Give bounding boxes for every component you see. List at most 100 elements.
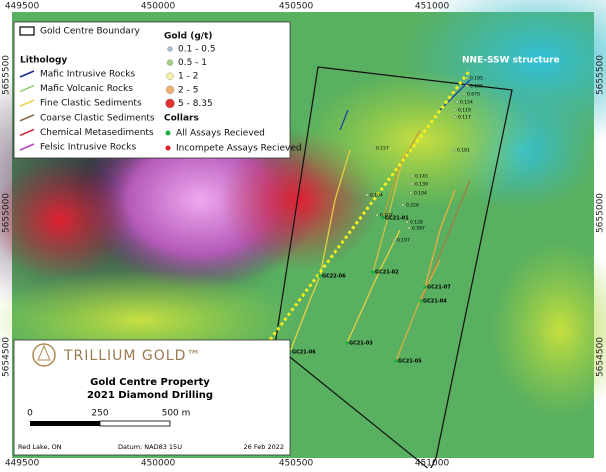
gold-symbol: [165, 98, 175, 109]
assay-point: [452, 148, 456, 152]
assay-label: 0.104: [414, 191, 427, 197]
gold-label: 1 - 2: [178, 72, 198, 82]
lithology-symbol: [19, 143, 35, 151]
assay-label: 0.197: [397, 238, 410, 244]
property-boundary: [274, 66, 513, 471]
assay-point: [453, 115, 457, 119]
lithology-title: Lithology: [20, 56, 67, 66]
gold-symbol: [165, 85, 175, 95]
coord-top: 451000: [415, 2, 450, 12]
lithology-label: Fine Clastic Sediments: [40, 99, 142, 109]
coord-top: 450000: [141, 2, 176, 12]
coord-top: 450500: [279, 2, 314, 12]
coord-bottom: 450000: [141, 459, 176, 469]
gold-title: Gold (g/t): [164, 32, 213, 42]
collar-symbol: [165, 130, 171, 136]
gold-label: 5 - 8.35: [178, 99, 213, 109]
footer: 26 Feb 2022: [244, 443, 284, 451]
assay-label: 0.119: [458, 108, 471, 114]
lithology-symbol: [19, 128, 35, 137]
assay-label: 0.108: [470, 84, 483, 90]
coord-bottom: 451000: [415, 459, 450, 469]
boundary-symbol: [19, 26, 35, 36]
hole-label: GC21-04: [423, 299, 447, 305]
assay-point: [371, 146, 375, 150]
lithology-label: Coarse Clastic Sediments: [40, 113, 155, 123]
gold-label: 0.5 - 1: [178, 58, 207, 68]
assay-label: 0.139: [415, 182, 428, 188]
assay-label: 0.117: [458, 115, 471, 121]
collar-label: All Assays Recieved: [176, 129, 265, 139]
coord-left: 5654500: [2, 337, 12, 377]
assay-point: [462, 92, 466, 96]
assay-label: 0.195: [470, 76, 483, 82]
gold-label: 2 - 5: [178, 85, 198, 95]
assay-label: 0.128: [410, 220, 423, 226]
coord-bottom: 449500: [5, 459, 40, 469]
collar-label: Incompete Assays Recieved: [176, 144, 302, 154]
assay-point: [392, 238, 396, 242]
assay-point: [453, 108, 457, 112]
assay-label: 0.143: [415, 174, 428, 180]
logo-icon: [37, 344, 51, 361]
assay-point: [465, 76, 469, 80]
collar: [371, 270, 375, 274]
assay-label: 0.587: [412, 226, 425, 232]
hole-label: GC21-05: [398, 359, 422, 365]
collar: [345, 341, 349, 345]
collar: [423, 285, 427, 289]
collar: [318, 274, 322, 278]
drill-traces: [289, 79, 471, 362]
gold-label: 0.1 - 0.5: [178, 45, 216, 55]
footer: Datum: NAD83 15U: [118, 443, 182, 451]
assay-point: [455, 100, 459, 104]
lithology-symbol: [19, 99, 35, 107]
assay-point: [409, 191, 413, 195]
structure-label: NNE-SSW structure: [462, 56, 560, 66]
collar-symbol: [165, 145, 171, 151]
lithology-symbol: [19, 84, 35, 93]
title: Gold Centre Property: [90, 377, 210, 388]
hole-label: GC21-03: [349, 341, 373, 347]
hole-label: GC21-07: [427, 285, 451, 291]
assay-point: [410, 174, 414, 178]
assay-point: [365, 193, 369, 197]
lithology-symbol: [19, 114, 35, 122]
assay-label: 0.181: [457, 148, 470, 154]
footer: Red Lake, ON: [18, 443, 62, 451]
assay-point: [407, 226, 411, 230]
lithology-label: Felsic Intrusive Rocks: [40, 143, 136, 153]
logo-icon: [32, 343, 56, 367]
assay-label: 0.154: [460, 100, 473, 106]
subtitle: 2021 Diamond Drilling: [87, 390, 213, 401]
gold-symbol: [166, 59, 174, 66]
coord-left: 5655500: [2, 55, 12, 95]
assay-point: [410, 182, 414, 186]
coord-right: 5655500: [596, 55, 606, 95]
hole-label: GC22-06: [322, 274, 346, 280]
assay-point: [375, 213, 379, 217]
scale-bar: [99, 420, 171, 427]
collars-title: Collars: [164, 114, 199, 124]
hole-label: GC21-02: [375, 270, 399, 276]
gold-symbol: [167, 46, 173, 52]
structure-line: [236, 69, 472, 384]
coord-top: 449500: [5, 2, 40, 12]
coord-bottom: 450500: [279, 459, 314, 469]
assay-label: 0.228: [406, 203, 419, 209]
collar: [419, 299, 423, 303]
collar: [394, 359, 398, 363]
lithology-label: Chemical Metasediments: [40, 128, 154, 138]
gold-symbol: [166, 72, 174, 80]
lithology-label: Mafic Volcanic Rocks: [40, 84, 133, 94]
legend: Gold Centre Boundary Lithology Mafic Int…: [13, 21, 302, 159]
lithology-label: Mafic Intrusive Rocks: [40, 70, 135, 80]
coord-right: 5655000: [596, 193, 606, 233]
scale-label: 250: [91, 409, 108, 419]
assay-label: 0.104: [370, 193, 383, 199]
lithology-symbol: [19, 70, 35, 78]
legend-boundary: Gold Centre Boundary: [40, 27, 141, 37]
collar: [381, 216, 385, 220]
